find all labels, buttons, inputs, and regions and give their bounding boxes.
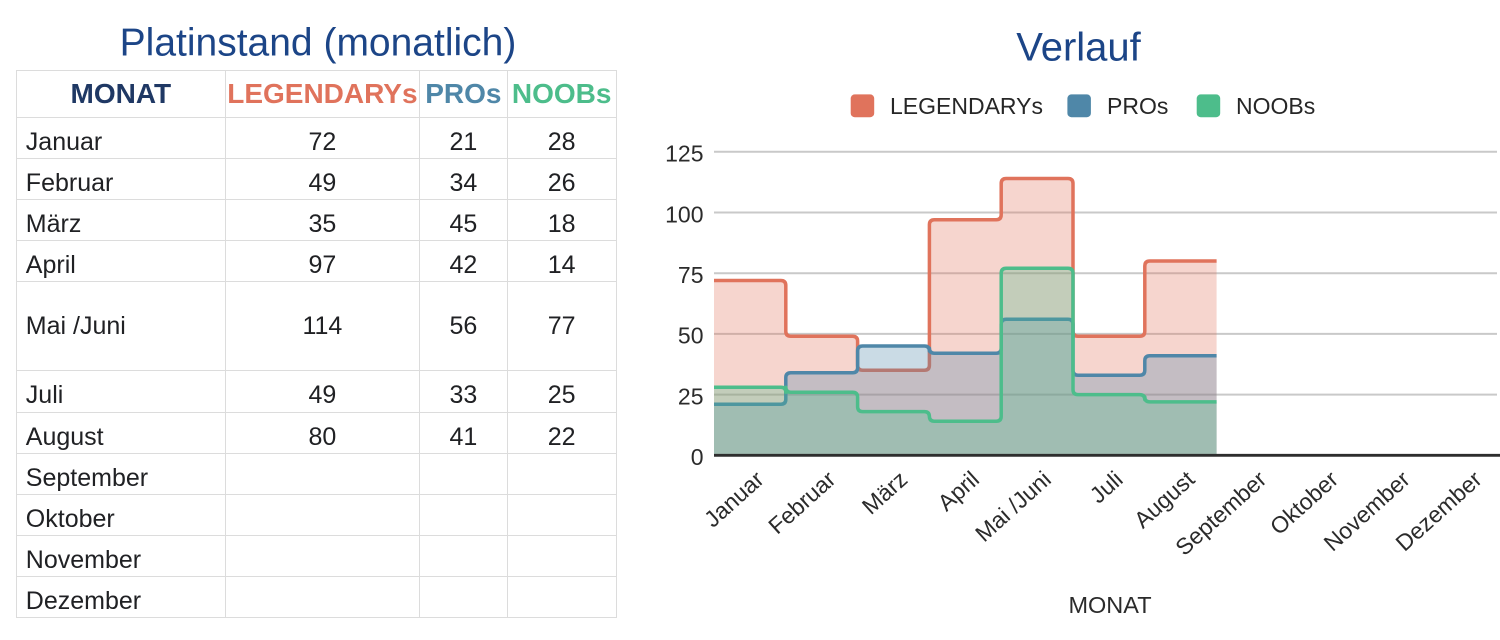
svg-text:PROs: PROs bbox=[1107, 93, 1168, 119]
svg-text:MONAT: MONAT bbox=[1068, 592, 1151, 618]
svg-text:0: 0 bbox=[691, 444, 704, 470]
svg-text:LEGENDARYs: LEGENDARYs bbox=[890, 93, 1043, 119]
svg-text:Verlauf: Verlauf bbox=[1016, 26, 1141, 70]
svg-text:NOOBs: NOOBs bbox=[1236, 93, 1315, 119]
svg-text:Platinstand (monatlich): Platinstand (monatlich) bbox=[120, 22, 517, 65]
svg-text:Januar: Januar bbox=[699, 466, 769, 533]
svg-text:März: März bbox=[857, 466, 912, 520]
svg-text:125: 125 bbox=[665, 141, 703, 167]
svg-text:75: 75 bbox=[678, 262, 704, 288]
svg-text:Juli: Juli bbox=[1085, 466, 1128, 508]
svg-text:25: 25 bbox=[678, 383, 704, 409]
svg-text:Mai /Juni: Mai /Juni bbox=[970, 466, 1056, 547]
svg-text:Februar: Februar bbox=[763, 466, 840, 539]
svg-text:April: April bbox=[932, 466, 984, 516]
svg-text:100: 100 bbox=[665, 201, 703, 227]
svg-text:50: 50 bbox=[678, 323, 704, 349]
